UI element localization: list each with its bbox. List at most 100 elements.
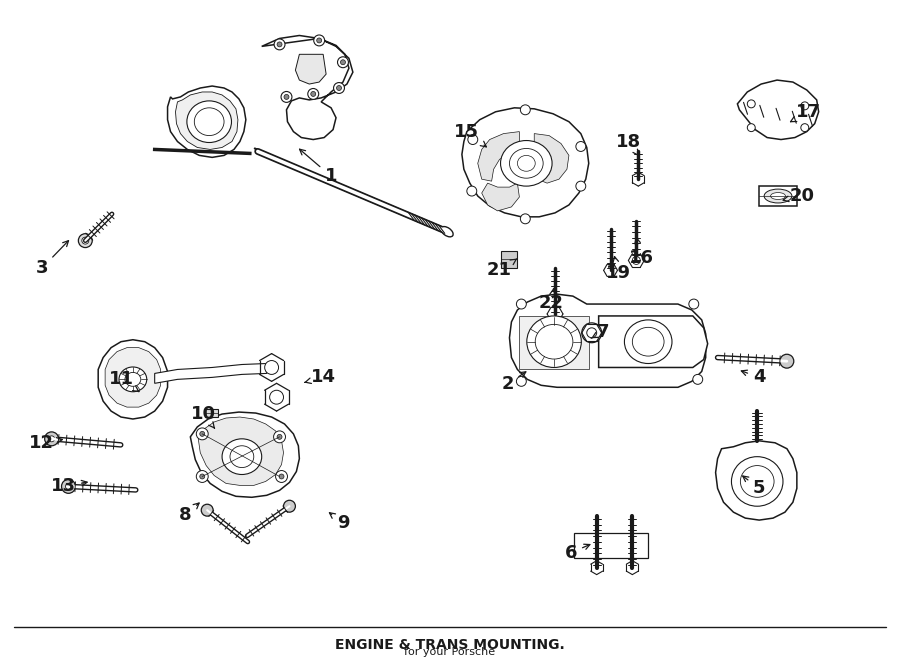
- Circle shape: [317, 38, 321, 43]
- Circle shape: [467, 186, 477, 196]
- Circle shape: [196, 471, 208, 483]
- Text: 14: 14: [305, 368, 336, 387]
- Polygon shape: [574, 533, 648, 558]
- Polygon shape: [500, 251, 518, 268]
- Circle shape: [277, 434, 282, 440]
- Circle shape: [338, 57, 348, 67]
- Circle shape: [468, 135, 478, 145]
- Ellipse shape: [625, 320, 672, 364]
- Ellipse shape: [500, 141, 552, 186]
- Text: 21: 21: [487, 258, 518, 280]
- Text: 2: 2: [501, 371, 526, 393]
- Circle shape: [270, 390, 284, 404]
- Ellipse shape: [741, 465, 774, 497]
- Text: 6: 6: [564, 544, 590, 562]
- Polygon shape: [198, 417, 284, 485]
- Ellipse shape: [125, 372, 140, 386]
- Text: 18: 18: [616, 132, 641, 156]
- Circle shape: [310, 91, 316, 97]
- Circle shape: [581, 323, 601, 342]
- Ellipse shape: [230, 446, 254, 467]
- Text: 5: 5: [742, 476, 765, 497]
- Circle shape: [801, 124, 809, 132]
- Ellipse shape: [536, 325, 573, 359]
- Circle shape: [82, 237, 89, 244]
- Text: 1: 1: [300, 149, 338, 185]
- Text: 8: 8: [179, 503, 199, 524]
- Polygon shape: [478, 132, 519, 181]
- Text: 13: 13: [51, 477, 87, 495]
- Circle shape: [61, 479, 76, 493]
- Ellipse shape: [518, 155, 536, 171]
- Circle shape: [284, 500, 295, 512]
- Ellipse shape: [187, 101, 231, 143]
- Text: 7: 7: [591, 323, 609, 341]
- Polygon shape: [191, 412, 300, 497]
- Circle shape: [520, 105, 530, 115]
- Ellipse shape: [732, 457, 783, 506]
- Text: 16: 16: [629, 238, 653, 268]
- Circle shape: [576, 141, 586, 151]
- Ellipse shape: [119, 367, 147, 392]
- Circle shape: [274, 39, 285, 50]
- Polygon shape: [462, 108, 589, 217]
- Circle shape: [520, 214, 530, 224]
- Polygon shape: [509, 294, 706, 387]
- Circle shape: [66, 483, 71, 489]
- Ellipse shape: [770, 192, 786, 200]
- Ellipse shape: [768, 105, 788, 119]
- Circle shape: [517, 299, 526, 309]
- Circle shape: [314, 35, 325, 46]
- Polygon shape: [531, 134, 569, 183]
- Circle shape: [340, 59, 346, 65]
- Text: for your Porsche: for your Porsche: [404, 647, 496, 657]
- Ellipse shape: [194, 108, 224, 136]
- Ellipse shape: [760, 98, 796, 126]
- Circle shape: [275, 471, 287, 483]
- Polygon shape: [98, 340, 167, 419]
- Ellipse shape: [509, 149, 544, 178]
- Polygon shape: [167, 86, 246, 157]
- Ellipse shape: [526, 316, 581, 368]
- Text: 19: 19: [606, 256, 631, 282]
- Polygon shape: [519, 316, 589, 369]
- Circle shape: [308, 89, 319, 99]
- Circle shape: [200, 432, 204, 436]
- Text: 15: 15: [454, 122, 486, 147]
- Polygon shape: [105, 348, 160, 407]
- Circle shape: [265, 360, 279, 374]
- Circle shape: [688, 299, 698, 309]
- Circle shape: [200, 474, 204, 479]
- Circle shape: [277, 42, 282, 47]
- Polygon shape: [482, 183, 519, 211]
- Circle shape: [281, 91, 292, 102]
- Text: 22: 22: [538, 288, 563, 312]
- Text: 20: 20: [783, 187, 814, 205]
- Circle shape: [517, 376, 526, 386]
- Ellipse shape: [222, 439, 262, 475]
- Polygon shape: [176, 92, 238, 149]
- Circle shape: [274, 431, 285, 443]
- Circle shape: [45, 432, 58, 446]
- Circle shape: [633, 256, 640, 264]
- Circle shape: [801, 102, 809, 110]
- Circle shape: [576, 181, 586, 191]
- Polygon shape: [155, 364, 266, 383]
- Ellipse shape: [441, 227, 453, 237]
- Polygon shape: [598, 316, 707, 368]
- Circle shape: [196, 428, 208, 440]
- Text: ENGINE & TRANS MOUNTING.: ENGINE & TRANS MOUNTING.: [335, 638, 565, 652]
- Circle shape: [78, 234, 92, 248]
- Text: 10: 10: [191, 405, 216, 428]
- Circle shape: [337, 85, 341, 91]
- Polygon shape: [205, 409, 218, 417]
- Text: 3: 3: [35, 241, 68, 278]
- Circle shape: [49, 436, 55, 442]
- Text: 12: 12: [29, 434, 62, 451]
- Polygon shape: [262, 36, 353, 139]
- Text: 9: 9: [329, 513, 349, 532]
- Circle shape: [334, 83, 345, 93]
- Polygon shape: [295, 54, 326, 84]
- Circle shape: [202, 504, 213, 516]
- Circle shape: [747, 124, 755, 132]
